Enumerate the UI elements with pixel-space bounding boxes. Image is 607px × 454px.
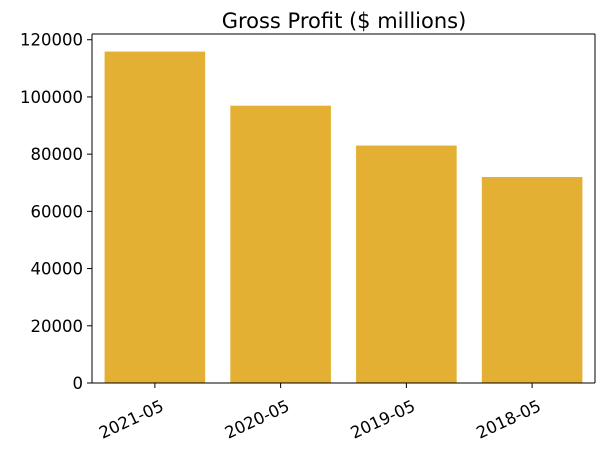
x-tick-label: 2020-05 <box>222 396 293 442</box>
x-tick-label: 2021-05 <box>96 396 167 442</box>
axes-group <box>91 33 596 384</box>
bars-group <box>104 51 583 384</box>
x-tick-label: 2018-05 <box>473 396 544 442</box>
y-tick-label: 60000 <box>31 202 84 221</box>
bar-2018-05 <box>481 177 583 383</box>
y-axis-ticks: 0 20000 40000 60000 80000 100000 120000 <box>20 31 92 393</box>
y-tick-label: 80000 <box>31 145 84 164</box>
bar-2020-05 <box>230 105 331 383</box>
chart-title: Gross Profit ($ millions) <box>222 9 467 33</box>
y-tick-label: 20000 <box>31 317 84 336</box>
y-tick-label: 40000 <box>31 260 84 279</box>
y-tick-label: 0 <box>73 374 84 393</box>
bar-2021-05 <box>104 51 206 384</box>
x-axis-ticks: 2021-05 2020-05 2019-05 2018-05 <box>96 383 544 443</box>
y-tick-label: 120000 <box>20 31 83 50</box>
y-tick-label: 100000 <box>20 88 83 107</box>
x-tick-label: 2019-05 <box>348 396 419 442</box>
bar-2019-05 <box>356 145 457 383</box>
